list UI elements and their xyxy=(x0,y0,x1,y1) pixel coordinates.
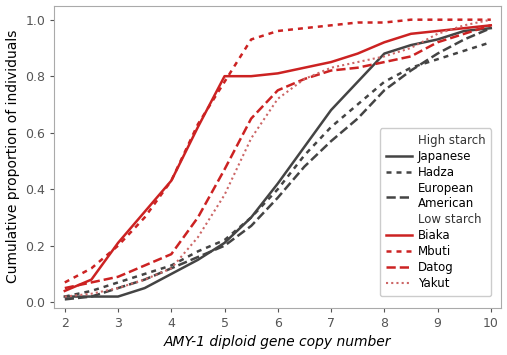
Legend: High starch, Japanese, Hadza, European
American, Low starch, Biaka, Mbuti, Datog: High starch, Japanese, Hadza, European A… xyxy=(380,129,491,296)
Y-axis label: Cumulative proportion of individuals: Cumulative proportion of individuals xyxy=(6,30,20,283)
X-axis label: AMY-1 diploid gene copy number: AMY-1 diploid gene copy number xyxy=(164,335,391,349)
